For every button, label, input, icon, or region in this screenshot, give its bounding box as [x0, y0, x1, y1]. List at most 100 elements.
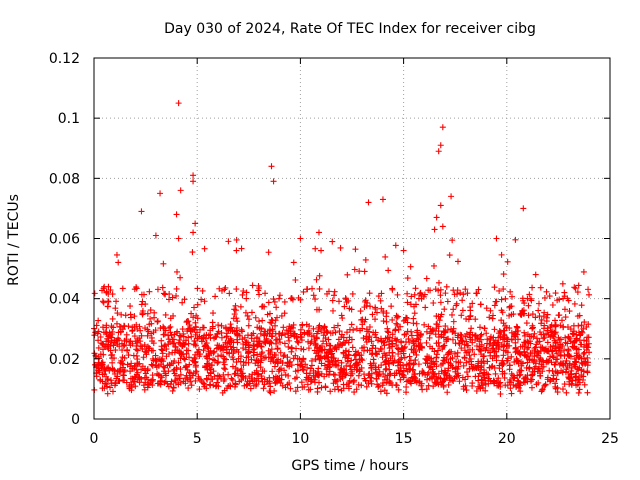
data-point [368, 374, 375, 381]
data-point [548, 322, 555, 329]
data-point [442, 290, 449, 297]
data-point [169, 387, 176, 394]
data-point [177, 371, 184, 378]
data-point [203, 375, 210, 382]
data-point [485, 375, 492, 382]
data-point [186, 361, 193, 368]
data-point [331, 324, 338, 331]
data-point [147, 315, 154, 322]
data-point [499, 368, 506, 375]
data-point [524, 353, 531, 360]
data-point [122, 312, 129, 319]
data-point [194, 285, 201, 292]
data-point [332, 358, 339, 365]
data-point [123, 331, 130, 338]
data-point [266, 310, 273, 317]
data-point [315, 328, 322, 335]
data-point [305, 345, 312, 352]
data-point [233, 346, 240, 353]
data-point [415, 336, 422, 343]
data-point [225, 382, 232, 389]
data-point [575, 329, 582, 336]
data-point [303, 374, 310, 381]
data-point [415, 361, 422, 368]
data-point [501, 342, 508, 349]
data-point [211, 348, 218, 355]
data-point [424, 353, 431, 360]
data-point [549, 332, 556, 339]
data-point [508, 303, 515, 310]
data-point [107, 287, 114, 294]
data-point [342, 339, 349, 346]
data-point [127, 303, 134, 310]
data-point [220, 343, 227, 350]
data-point [267, 338, 274, 345]
data-point [561, 347, 568, 354]
data-point [158, 337, 165, 344]
data-point [310, 372, 317, 379]
data-point [267, 389, 274, 396]
data-point [539, 357, 546, 364]
data-point [167, 329, 174, 336]
data-point [404, 328, 411, 335]
data-point [237, 353, 244, 360]
data-point [467, 355, 474, 362]
data-point [493, 357, 500, 364]
data-point [276, 292, 283, 299]
data-point [191, 338, 198, 345]
data-point [572, 373, 579, 380]
data-point [204, 343, 211, 350]
data-point [119, 360, 126, 367]
data-point [484, 336, 491, 343]
data-point [134, 376, 141, 383]
data-point [165, 336, 172, 343]
data-point [389, 316, 396, 323]
data-point [131, 286, 138, 293]
data-point [318, 360, 325, 367]
data-point [439, 124, 446, 131]
data-point [345, 297, 352, 304]
data-point [309, 285, 316, 292]
data-point [435, 339, 442, 346]
data-point [324, 290, 331, 297]
data-point [157, 325, 164, 332]
data-point [521, 352, 528, 359]
data-point [278, 312, 285, 319]
data-point [466, 346, 473, 353]
data-point [269, 354, 276, 361]
data-point [406, 339, 413, 346]
data-point [463, 338, 470, 345]
data-point [261, 368, 268, 375]
data-point [301, 383, 308, 390]
data-point [337, 244, 344, 251]
data-point [165, 383, 172, 390]
data-point [482, 387, 489, 394]
data-point [170, 367, 177, 374]
data-point [413, 329, 420, 336]
data-point [381, 342, 388, 349]
data-point [437, 286, 444, 293]
data-point [315, 352, 322, 359]
data-point [304, 286, 311, 293]
data-point [280, 353, 287, 360]
data-point [428, 374, 435, 381]
data-point [456, 378, 463, 385]
data-point [580, 268, 587, 275]
data-point [328, 348, 335, 355]
data-point [127, 314, 134, 321]
data-point [372, 305, 379, 312]
data-point [483, 305, 490, 312]
data-point [565, 346, 572, 353]
data-point [114, 341, 121, 348]
data-point [370, 356, 377, 363]
data-point [246, 377, 253, 384]
data-point [450, 306, 457, 313]
data-point [395, 386, 402, 393]
y-tick-label: 0.08 [49, 171, 80, 187]
data-point [285, 372, 292, 379]
data-point [166, 296, 172, 303]
data-point [113, 251, 120, 258]
data-point [125, 323, 132, 330]
data-point [199, 287, 206, 294]
data-point [273, 304, 280, 311]
